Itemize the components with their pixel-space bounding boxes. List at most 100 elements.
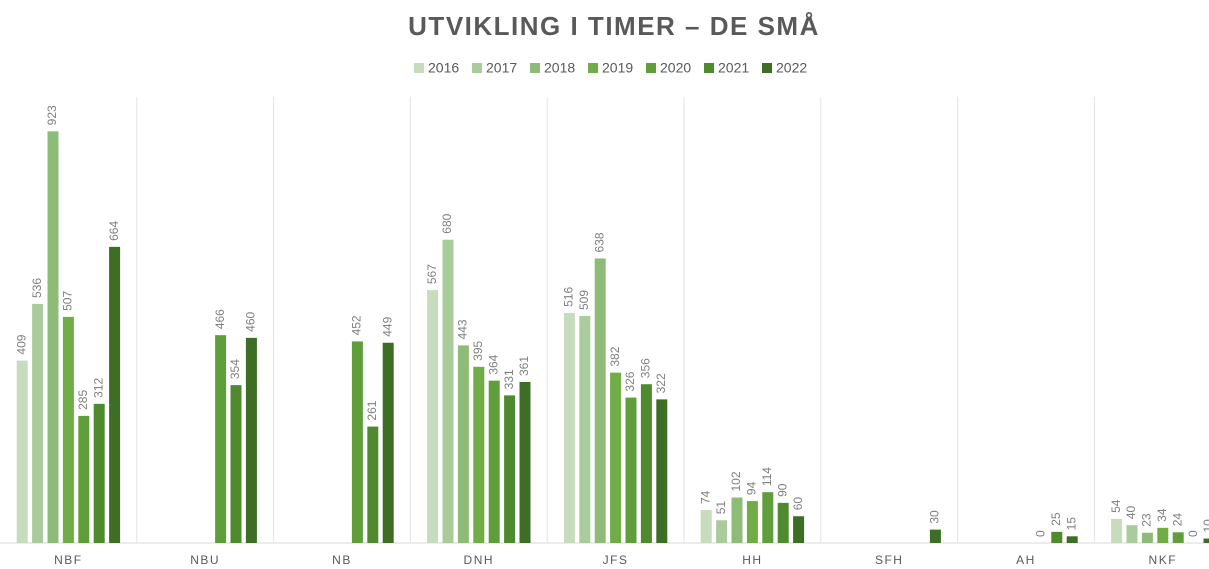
data-label: 114 <box>760 467 774 486</box>
bar <box>716 520 728 543</box>
data-label: 261 <box>365 400 379 420</box>
legend-label: 2021 <box>718 60 749 76</box>
bar <box>1157 527 1169 543</box>
data-label: 322 <box>654 373 668 393</box>
data-label: 460 <box>244 311 258 331</box>
data-label: 361 <box>517 356 531 376</box>
data-label: 24 <box>1170 513 1184 527</box>
bar <box>109 246 121 543</box>
data-label: 354 <box>228 359 242 379</box>
bar <box>230 385 242 543</box>
bar <box>427 290 439 543</box>
data-label: 452 <box>350 315 364 335</box>
bar <box>367 426 379 543</box>
x-tick-label: JFS <box>603 553 629 567</box>
bar <box>519 381 531 543</box>
data-label: 90 <box>775 483 789 497</box>
data-label: 74 <box>698 490 712 504</box>
data-label: 102 <box>729 471 743 491</box>
legend-swatch <box>588 63 598 73</box>
data-label: 507 <box>61 291 75 311</box>
bar <box>594 258 606 543</box>
bar <box>245 337 257 543</box>
data-label: 25 <box>1049 512 1063 526</box>
bar <box>1172 532 1184 543</box>
data-label: 466 <box>213 309 227 329</box>
data-label: 443 <box>456 319 470 339</box>
data-label: 449 <box>380 316 394 336</box>
bar <box>1203 538 1209 543</box>
bar <box>656 399 668 543</box>
bar <box>625 397 637 543</box>
legend-label: 2019 <box>602 60 633 76</box>
bar <box>93 403 105 543</box>
data-label: 680 <box>440 213 454 233</box>
data-label: 312 <box>91 378 105 398</box>
data-label: 34 <box>1155 508 1169 522</box>
bar <box>929 529 941 543</box>
bar <box>32 303 44 543</box>
bar <box>793 516 805 543</box>
data-label: 94 <box>745 481 759 495</box>
bar <box>457 345 469 543</box>
x-tick-label: NKF <box>1149 553 1178 567</box>
data-label: 509 <box>577 290 591 310</box>
bar <box>1111 518 1123 543</box>
data-label: 285 <box>76 390 90 410</box>
data-label: 567 <box>425 264 439 284</box>
data-label: 54 <box>1109 499 1123 513</box>
data-label: 664 <box>107 221 121 241</box>
legend-label: 2017 <box>486 60 517 76</box>
x-tick-label: SFH <box>875 553 904 567</box>
data-label: 409 <box>14 334 28 354</box>
bar <box>731 497 743 543</box>
bar <box>16 360 28 543</box>
legend-swatch <box>414 63 424 73</box>
bar <box>442 239 454 543</box>
data-label: 395 <box>471 340 485 360</box>
x-tick-label: NBF <box>54 553 83 567</box>
bar <box>700 509 712 543</box>
x-tick-label: HH <box>742 553 762 567</box>
data-label: 356 <box>639 358 653 378</box>
bar <box>640 384 652 543</box>
legend-swatch <box>704 63 714 73</box>
bar <box>351 341 363 543</box>
x-tick-label: DNH <box>464 553 495 567</box>
legend-swatch <box>646 63 656 73</box>
data-label: 0 <box>1034 530 1048 537</box>
x-tick-label: AH <box>1016 553 1036 567</box>
data-label: 30 <box>928 510 942 524</box>
data-label: 60 <box>791 497 805 511</box>
data-label: 23 <box>1140 513 1154 527</box>
legend-label: 2022 <box>776 60 807 76</box>
data-label: 51 <box>714 501 728 515</box>
bar <box>1126 525 1138 543</box>
bar <box>488 380 500 543</box>
bar <box>47 131 59 544</box>
legend-swatch <box>472 63 482 73</box>
bar <box>1051 531 1063 543</box>
bar <box>746 501 758 543</box>
bar <box>610 372 622 543</box>
data-label: 516 <box>562 287 576 307</box>
legend-swatch <box>530 63 540 73</box>
bar <box>382 342 394 543</box>
bar <box>78 415 90 543</box>
bar <box>504 395 516 543</box>
bar <box>473 366 485 543</box>
data-label: 923 <box>45 105 59 125</box>
data-label: 364 <box>486 354 500 374</box>
bar <box>62 316 74 543</box>
legend-label: 2020 <box>660 60 691 76</box>
data-label: 536 <box>30 278 44 298</box>
data-label: 638 <box>592 232 606 252</box>
bar <box>777 502 789 543</box>
bar <box>1141 532 1153 543</box>
bar <box>563 312 575 543</box>
data-label: 15 <box>1064 517 1078 531</box>
x-tick-label: NBU <box>190 553 220 567</box>
bar <box>1066 536 1078 543</box>
data-label: 40 <box>1124 505 1138 519</box>
